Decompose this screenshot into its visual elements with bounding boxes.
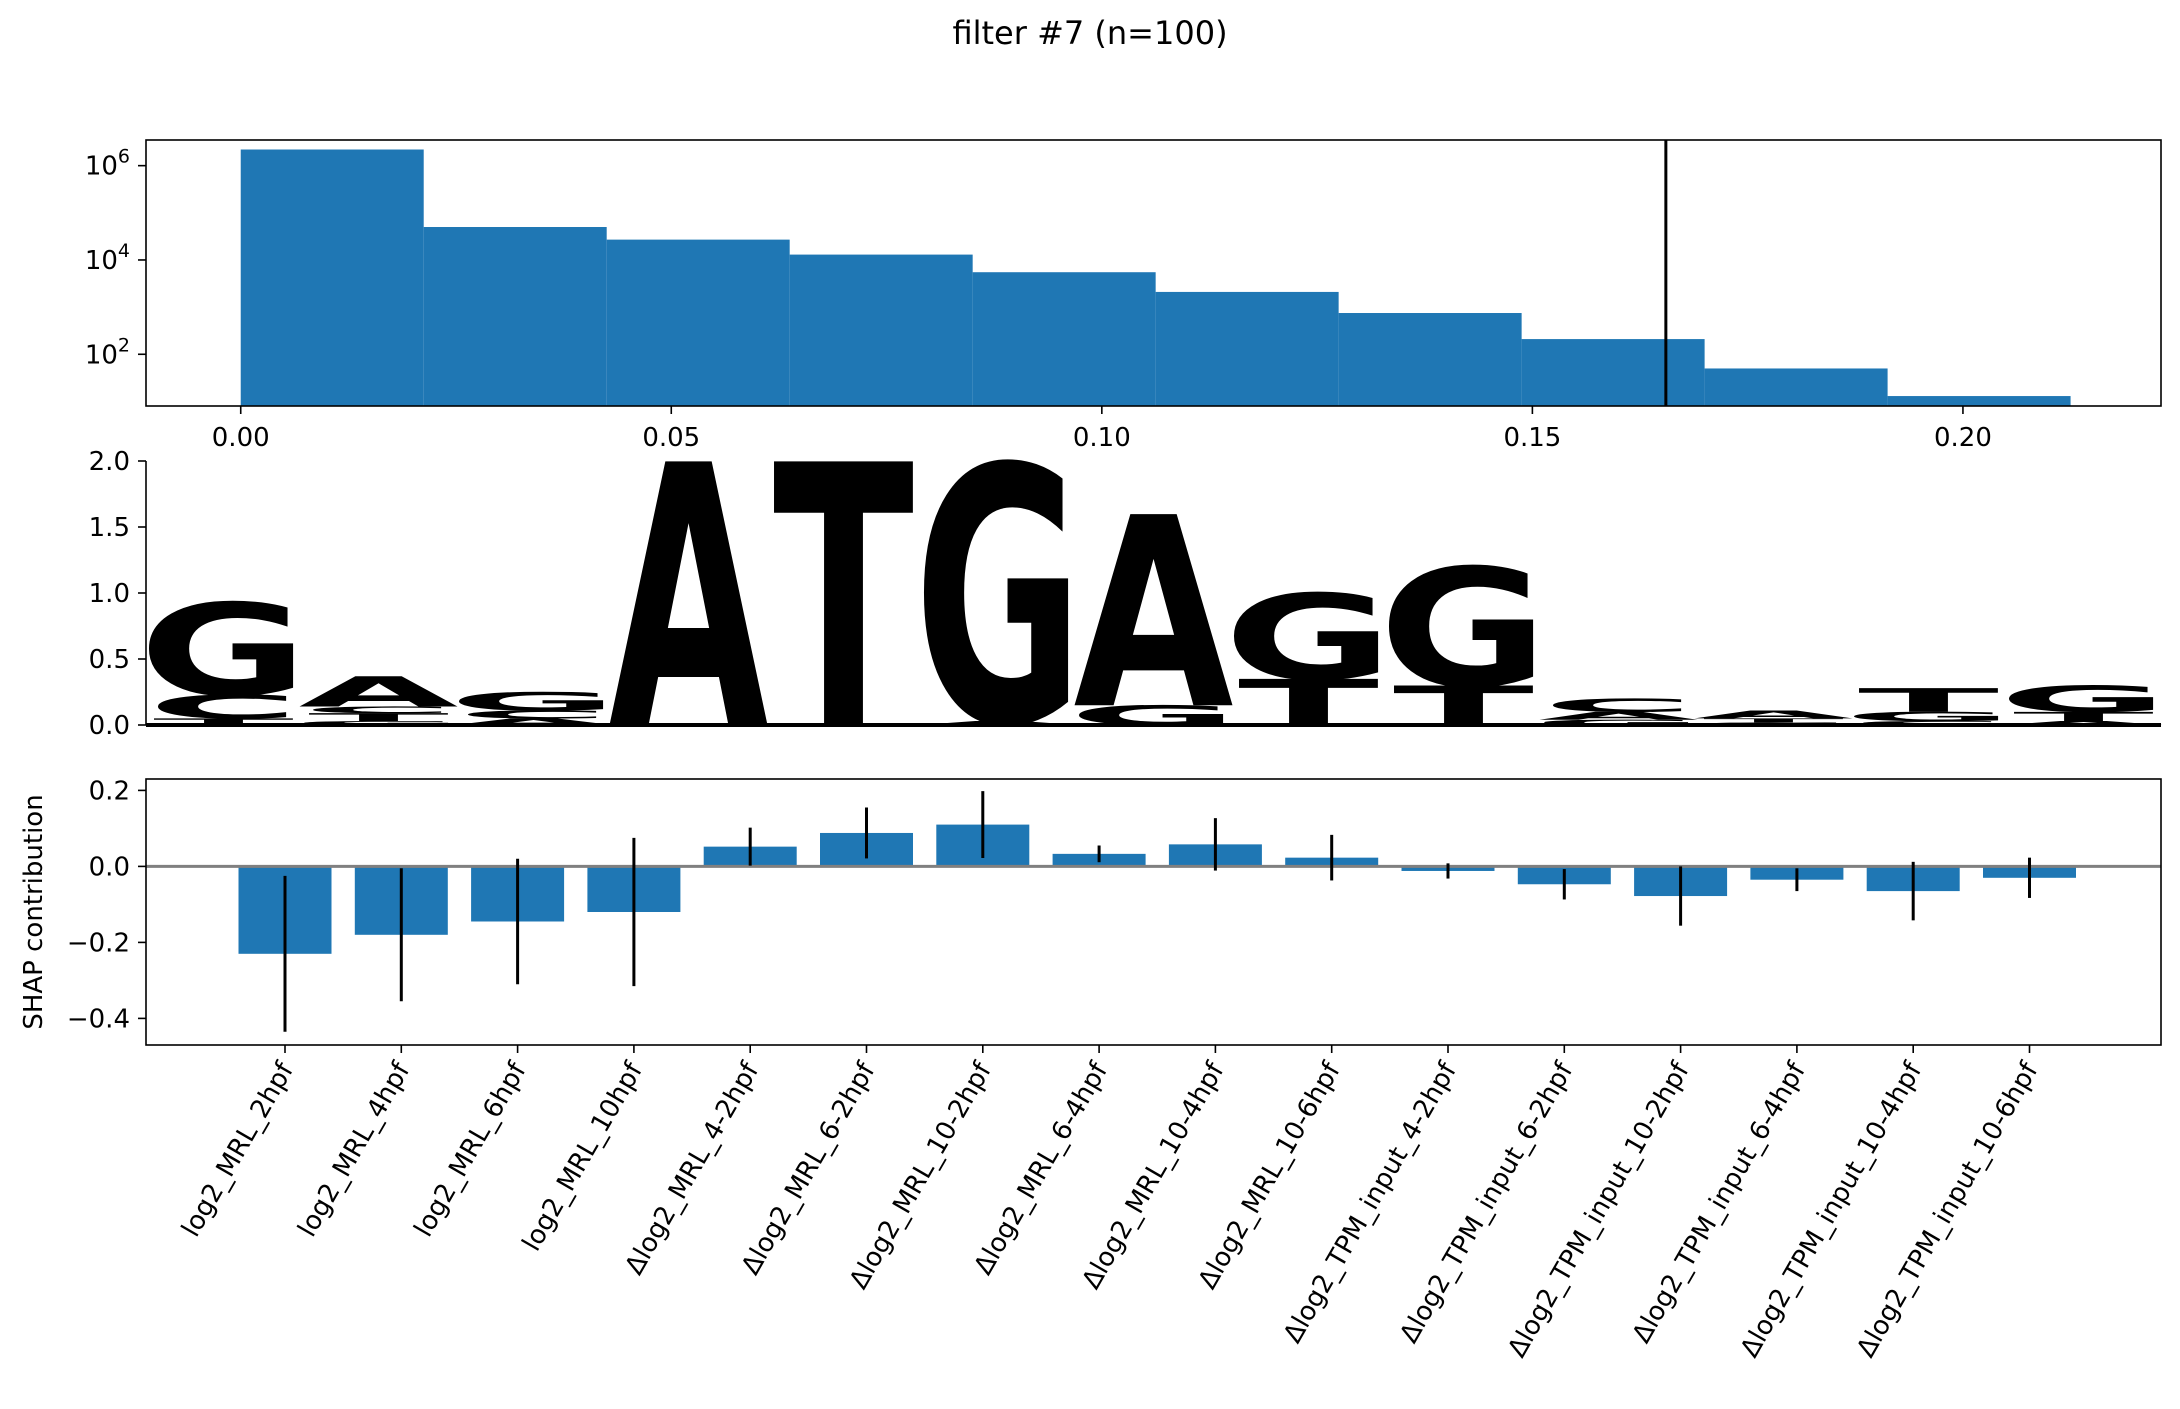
y-tick-label: 0.0 (89, 852, 130, 882)
histogram-bar (972, 272, 1156, 406)
logo-letter-T: T (1703, 717, 1844, 723)
logo-letter-T: T (1238, 667, 1379, 741)
logo-letter-C: C (1543, 695, 1695, 716)
logo-letter-A: A (1074, 462, 1234, 767)
histogram-panel: 0.00 0.05 0.10 0.15 0.20 102 104 106 (85, 139, 2162, 453)
logo-letter-A: A (609, 391, 770, 811)
y-tick-label: 102 (85, 334, 130, 370)
logo-letter-T: T (1858, 682, 1999, 720)
y-tick-label: −0.2 (67, 928, 130, 958)
x-tick-label: 0.15 (1503, 423, 1561, 453)
shap-frame (145, 778, 2162, 1046)
histogram-bar (606, 239, 790, 406)
histogram-bar (240, 149, 424, 406)
x-tick-label: 0.00 (212, 423, 270, 453)
x-tick-label: 0.20 (1934, 423, 1992, 453)
y-tick-label: 1.5 (89, 513, 130, 543)
y-tick-label: 0.0 (89, 711, 130, 741)
logo-letter-G: G (914, 395, 1084, 805)
y-tick-label: 0.2 (89, 776, 130, 806)
histogram-bar (1521, 339, 1705, 406)
histogram-bar (1338, 313, 1522, 406)
logo-letter-G: G (1999, 678, 2169, 720)
logo-letter-T: T (153, 717, 294, 728)
logo-letter-G: G (449, 687, 619, 717)
y-axis-label: SHAP contribution (19, 794, 49, 1029)
y-tick-label: −0.4 (67, 1004, 130, 1034)
histogram-bar (1887, 396, 2071, 406)
logo-letter-A: A (1694, 708, 1854, 721)
logo-letter-A: A (1539, 710, 1699, 723)
histogram-frame (145, 139, 2162, 407)
logo-letter-C: C (458, 708, 610, 721)
histogram-bar (1704, 368, 1888, 406)
y-tick-label: 104 (85, 240, 130, 276)
x-tick-label: 0.10 (1073, 423, 1131, 453)
logo-letter-C: C (303, 705, 455, 716)
logo-letter-G: G (1534, 718, 1704, 726)
y-tick-label: 1.0 (89, 579, 130, 609)
logo-letter-G: G (1379, 534, 1549, 724)
logo-letter-C: C (148, 688, 300, 726)
logo-letter-A: A (299, 668, 459, 716)
logo-letter-T: T (2013, 709, 2154, 724)
sequence-logo-panel: TCGGTCAACGATAGGATGTGGACCTACGTATG0.00.51.… (89, 391, 2169, 811)
logo-letter-A: A (454, 717, 614, 728)
histogram-bar (1155, 291, 1339, 406)
figure-title: filter #7 (n=100) (952, 14, 1227, 52)
logo-letter-G: G (1224, 570, 1394, 707)
histogram-bar (789, 254, 973, 406)
logo-letter-T: T (308, 711, 449, 724)
y-tick-label: 106 (85, 146, 130, 182)
x-tick-label: 0.05 (642, 423, 700, 453)
y-tick-label: 0.5 (89, 645, 130, 675)
logo-letter-G: G (139, 578, 309, 725)
logo-letter-G: G (1844, 709, 2014, 724)
histogram-bar (423, 227, 607, 406)
logo-letter-T: T (1393, 675, 1534, 738)
logo-letter-T: T (773, 391, 915, 811)
y-tick-label: 2.0 (89, 447, 130, 477)
